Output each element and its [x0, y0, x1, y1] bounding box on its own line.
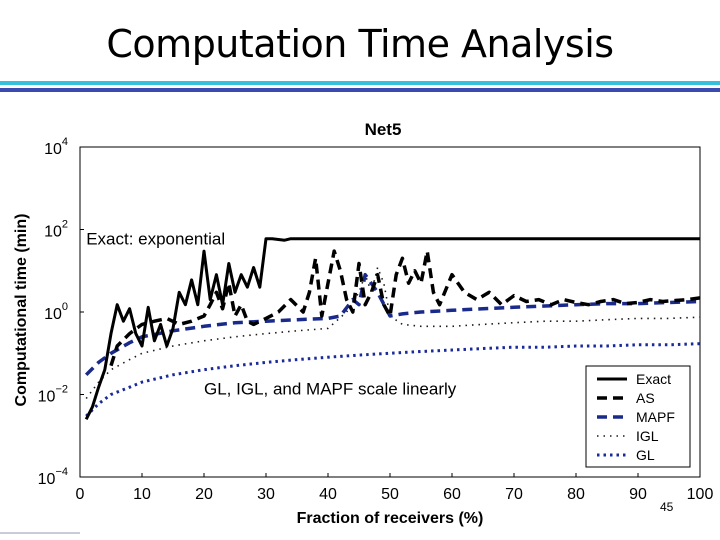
- y-tick-label: 102: [44, 219, 68, 241]
- y-tick-label: 100: [44, 301, 68, 323]
- x-tick-label: 90: [629, 486, 647, 503]
- title-rule-bottom: [0, 88, 720, 92]
- y-tick-label: 104: [44, 136, 68, 158]
- x-tick-label: 80: [567, 486, 585, 503]
- page-number: 45: [660, 500, 674, 514]
- x-tick-label: 30: [257, 486, 275, 503]
- series-as-line: [109, 249, 701, 367]
- legend-label-exact: Exact: [636, 371, 671, 387]
- annotation-exact: Exact: exponential: [86, 230, 225, 249]
- title-rule-top: [0, 81, 720, 85]
- legend-label-gl: GL: [636, 447, 655, 463]
- x-tick-label: 50: [381, 486, 399, 503]
- x-tick-label: 40: [319, 486, 337, 503]
- corner-mark: [0, 532, 80, 534]
- x-tick-label: 70: [505, 486, 523, 503]
- x-tick-label: 0: [76, 486, 85, 503]
- series-layer: [84, 237, 701, 420]
- x-tick-label: 20: [195, 486, 213, 503]
- annotation-linear: GL, IGL, and MAPF scale linearly: [204, 379, 457, 398]
- chart-title: Net5: [365, 120, 402, 139]
- x-tick-label: 10: [133, 486, 151, 503]
- legend: Exact AS MAPF IGL GL: [585, 365, 691, 468]
- series-exact-line: [84, 237, 700, 420]
- slide-title: Computation Time Analysis: [106, 22, 614, 66]
- y-tick-label: 10−4: [38, 466, 68, 488]
- legend-label-igl: IGL: [636, 428, 659, 444]
- x-tick-label: 60: [443, 486, 461, 503]
- legend-label-mapf: MAPF: [636, 409, 675, 425]
- y-axis-label: Computational time (min): [13, 214, 30, 407]
- x-axis-label: Fraction of receivers (%): [297, 510, 484, 527]
- y-tick-label: 10−2: [38, 384, 68, 406]
- x-tick-label: 100: [687, 486, 714, 503]
- legend-label-as: AS: [636, 390, 655, 406]
- ticks-layer: 0 10 20 30 40 50 60 70 80 90 100 10−4 10−2 100 102 104: [38, 136, 714, 503]
